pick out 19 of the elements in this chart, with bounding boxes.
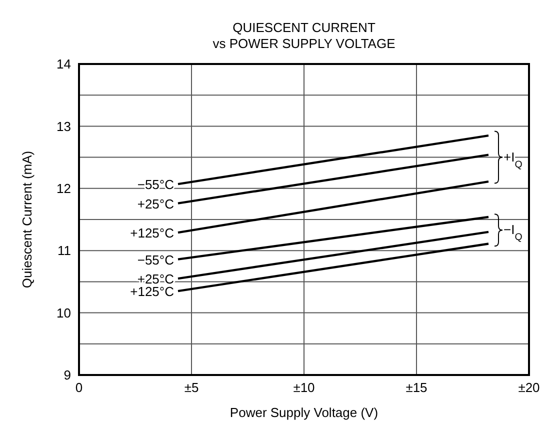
series-label: +25°C: [137, 196, 174, 212]
x-tick-label: ±15: [406, 380, 428, 396]
chart-title: QUIESCENT CURRENT vs POWER SUPPLY VOLTAGE: [212, 20, 396, 52]
x-tick-label: 0: [75, 380, 83, 396]
x-tick-label: ±20: [518, 380, 540, 396]
x-tick-label: ±5: [184, 380, 199, 396]
annotation: −I$_{Q}$: [504, 222, 523, 243]
series-label: −55°C: [137, 252, 174, 268]
series-label: +125°C: [130, 226, 174, 241]
y-tick-label: 11: [58, 243, 71, 258]
series-label: +125°C: [130, 284, 174, 300]
y-tick-label: 12: [56, 181, 71, 196]
x-axis-title: Power Supply Voltage (V): [230, 405, 378, 420]
y-axis-title: Quiescent Current (mA): [20, 150, 35, 288]
y-tick-label: 14: [56, 56, 71, 72]
y-tick-label: 13: [56, 118, 71, 134]
x-tick-label: ±10: [293, 380, 315, 396]
y-tick-label: 9: [64, 368, 71, 383]
y-tick-label: 10: [56, 305, 71, 320]
